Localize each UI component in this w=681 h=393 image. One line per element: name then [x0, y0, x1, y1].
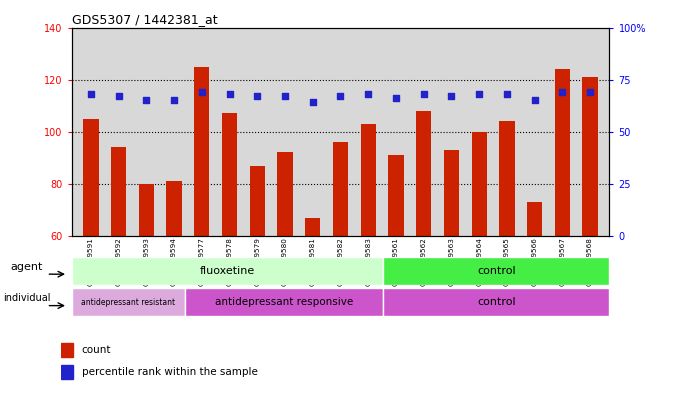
Point — [196, 89, 207, 95]
Bar — [305, 218, 320, 236]
Text: control: control — [477, 266, 516, 276]
Bar — [222, 114, 237, 236]
Text: GDS5307 / 1442381_at: GDS5307 / 1442381_at — [72, 13, 217, 26]
Bar — [582, 77, 598, 236]
Bar — [61, 365, 73, 379]
Bar — [277, 152, 293, 236]
Point — [307, 99, 318, 106]
Text: antidepressant resistant: antidepressant resistant — [81, 298, 175, 307]
Text: percentile rank within the sample: percentile rank within the sample — [82, 367, 257, 377]
Point — [86, 91, 97, 97]
Bar — [194, 66, 210, 236]
Point — [529, 97, 540, 103]
Point — [141, 97, 152, 103]
Point — [252, 93, 263, 99]
Point — [390, 95, 401, 101]
Bar — [416, 111, 431, 236]
Text: individual: individual — [3, 293, 51, 303]
Bar — [555, 69, 570, 236]
Point — [169, 97, 180, 103]
Point — [335, 93, 346, 99]
Bar — [61, 343, 73, 357]
Point — [280, 93, 291, 99]
Bar — [383, 288, 609, 316]
Bar — [72, 288, 185, 316]
Point — [474, 91, 485, 97]
Bar — [383, 257, 609, 285]
Bar — [83, 119, 99, 236]
Bar — [499, 121, 515, 236]
Text: fluoxetine: fluoxetine — [200, 266, 255, 276]
Point — [446, 93, 457, 99]
Point — [224, 91, 235, 97]
Bar — [527, 202, 542, 236]
Text: count: count — [82, 345, 111, 355]
Text: antidepressant responsive: antidepressant responsive — [215, 297, 353, 307]
Bar — [471, 132, 487, 236]
Bar — [185, 288, 383, 316]
Point — [557, 89, 568, 95]
Point — [363, 91, 374, 97]
Point — [584, 89, 595, 95]
Bar — [139, 184, 154, 236]
Bar — [388, 155, 404, 236]
Bar — [166, 181, 182, 236]
Bar — [333, 142, 348, 236]
Bar — [361, 124, 376, 236]
Bar — [250, 165, 265, 236]
Point — [418, 91, 429, 97]
Point — [113, 93, 124, 99]
Text: agent: agent — [11, 261, 43, 272]
Text: control: control — [477, 297, 516, 307]
Bar — [444, 150, 459, 236]
Bar — [72, 257, 383, 285]
Point — [501, 91, 512, 97]
Bar — [111, 147, 126, 236]
